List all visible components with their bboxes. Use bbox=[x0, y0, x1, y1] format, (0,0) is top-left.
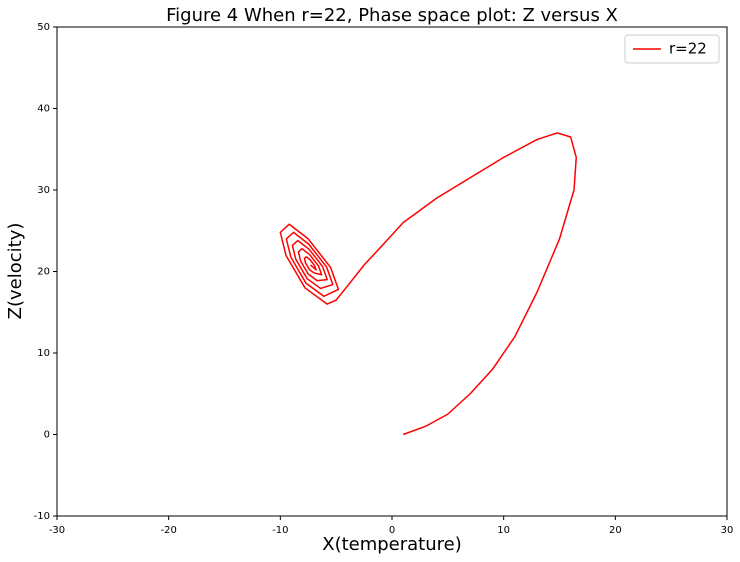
y-tick-label: 30 bbox=[37, 185, 50, 196]
x-tick-label: 0 bbox=[389, 525, 395, 536]
legend-label: r=22 bbox=[669, 40, 707, 58]
y-axis-label: Z(velocity) bbox=[5, 223, 26, 320]
y-tick-label: 40 bbox=[37, 104, 50, 115]
y-tick-label: 20 bbox=[37, 267, 50, 278]
y-tick-label: 50 bbox=[37, 22, 50, 33]
x-tick-label: 30 bbox=[721, 525, 734, 536]
y-tick-label: 10 bbox=[37, 348, 50, 359]
chart-title: Figure 4 When r=22, Phase space plot: Z … bbox=[166, 5, 618, 26]
x-tick-label: -10 bbox=[272, 525, 288, 536]
legend-box bbox=[624, 34, 720, 64]
x-tick-label: -30 bbox=[49, 525, 65, 536]
x-tick-label: 20 bbox=[609, 525, 622, 536]
plot-area bbox=[56, 26, 728, 517]
x-tick-label: -20 bbox=[160, 525, 176, 536]
y-tick-label: 0 bbox=[44, 430, 50, 441]
y-tick-label: -10 bbox=[34, 511, 50, 522]
x-axis-label: X(temperature) bbox=[322, 534, 462, 555]
line bbox=[279, 132, 577, 436]
x-tick-label: 10 bbox=[497, 525, 510, 536]
